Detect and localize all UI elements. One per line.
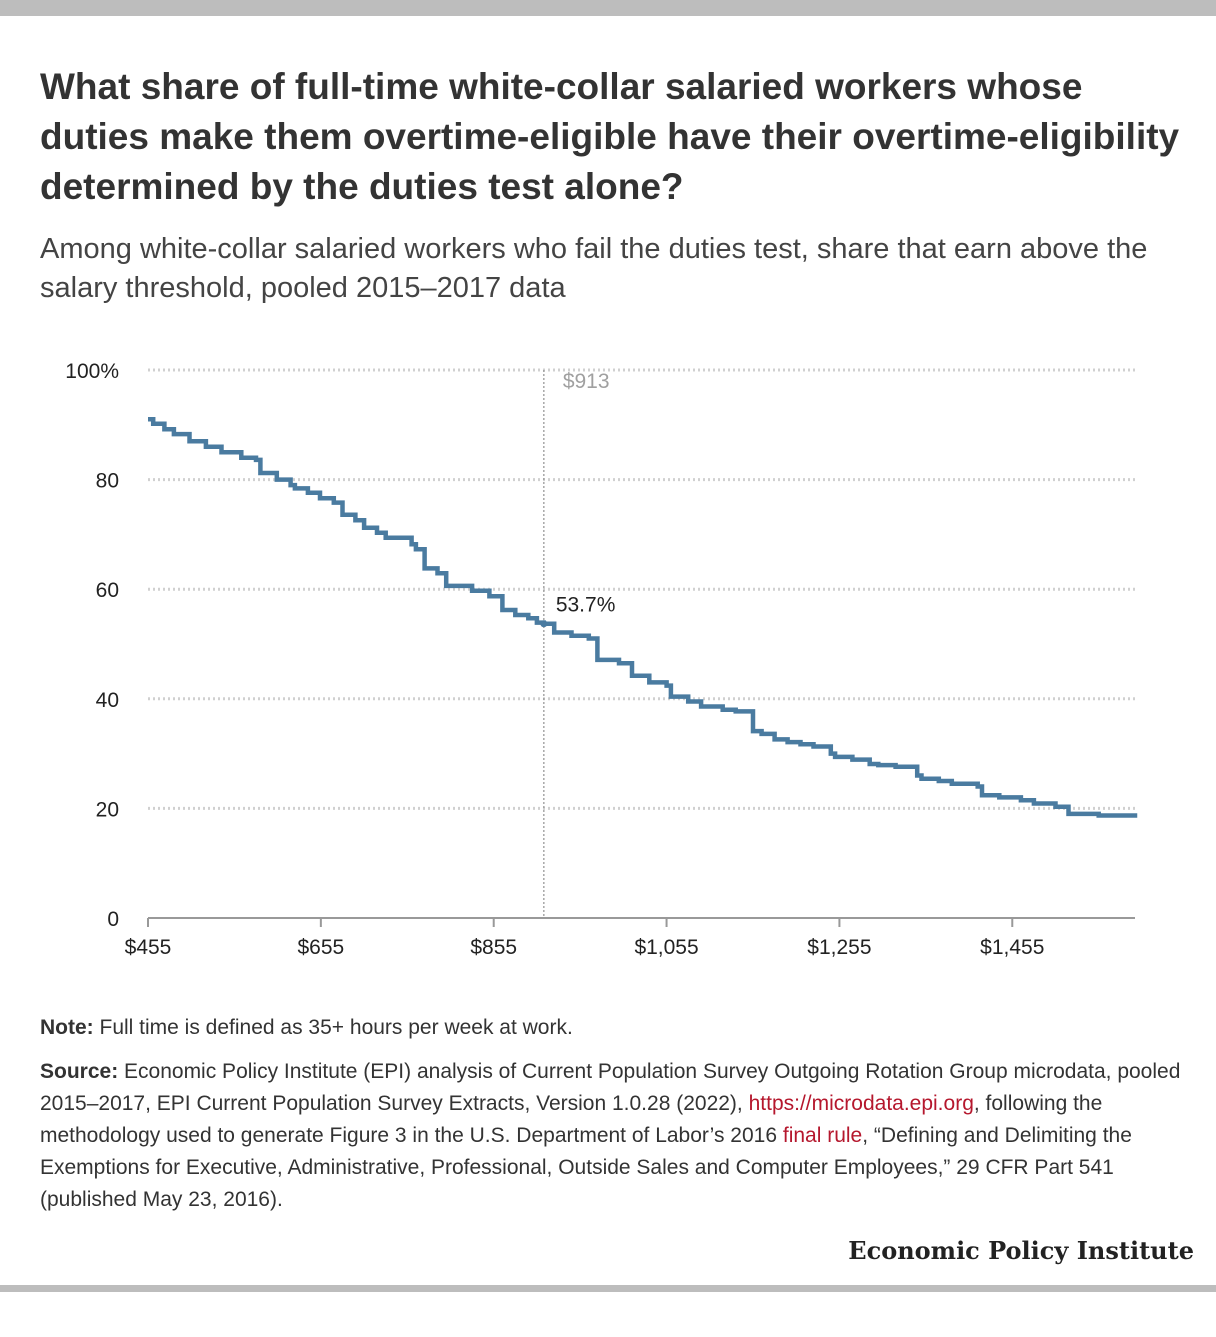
y-axis-ticks: 0 20 40 60 80 100% <box>65 360 119 931</box>
source-body-1: Economic Policy Institute (EPI) analysis… <box>40 1060 1181 1115</box>
x-axis: $455 $655 $855 $1,055 $1,255 $1,455 <box>125 917 1135 959</box>
series-line <box>148 417 1138 818</box>
final-rule-link[interactable]: final rule <box>782 1124 863 1147</box>
grid-lines <box>148 368 1135 810</box>
source-body-3: , “Defining and Delimiting the Exemption… <box>40 1124 1132 1211</box>
source-label: Source: <box>40 1060 119 1083</box>
y-tick-label: 20 <box>96 798 119 821</box>
annotation-label: 53.7% <box>556 594 616 617</box>
y-tick-label: 100% <box>65 360 119 383</box>
note-text: Note: Full time is defined as 35+ hours … <box>40 1014 1190 1042</box>
annotation-point <box>540 620 548 628</box>
chart-subtitle: Among white-collar salaried workers who … <box>40 233 1148 304</box>
reference-line-group: $913 <box>543 370 610 918</box>
source-text: Source: Economic Policy Institute (EPI) … <box>40 1056 1190 1216</box>
x-tick-label: $1,255 <box>807 936 871 959</box>
y-tick-label: 80 <box>96 470 119 493</box>
x-tick-label: $655 <box>297 936 344 959</box>
y-tick-label: 60 <box>96 579 119 602</box>
x-tick-label: $1,455 <box>980 936 1044 959</box>
x-tick-label: $1,055 <box>634 936 698 959</box>
x-tick-label: $455 <box>125 936 172 959</box>
note-body: Full time is defined as 35+ hours per we… <box>93 1016 573 1039</box>
annotation-group: 53.7% <box>540 594 615 628</box>
y-tick-label: 0 <box>107 908 119 931</box>
bottom-border-bar <box>0 1285 1216 1292</box>
series-group <box>148 417 1138 818</box>
x-tick-label: $855 <box>470 936 517 959</box>
note-label: Note: <box>40 1016 94 1039</box>
chart-title: What share of full-time white-collar sal… <box>40 66 1180 207</box>
top-border-bar <box>0 0 1216 16</box>
step-line-chart: 0 20 40 60 80 100% $455 $655 $855 $1,055 $1,255 $1… <box>65 360 1138 959</box>
epi-logo: Economic Policy Institute <box>848 1236 1194 1265</box>
microdata-link[interactable]: https://microdata.epi.org <box>748 1092 974 1115</box>
y-tick-label: 40 <box>96 689 119 712</box>
source-body-2: , following the methodology used to gene… <box>40 1092 1103 1147</box>
threshold-label: $913 <box>563 370 610 393</box>
